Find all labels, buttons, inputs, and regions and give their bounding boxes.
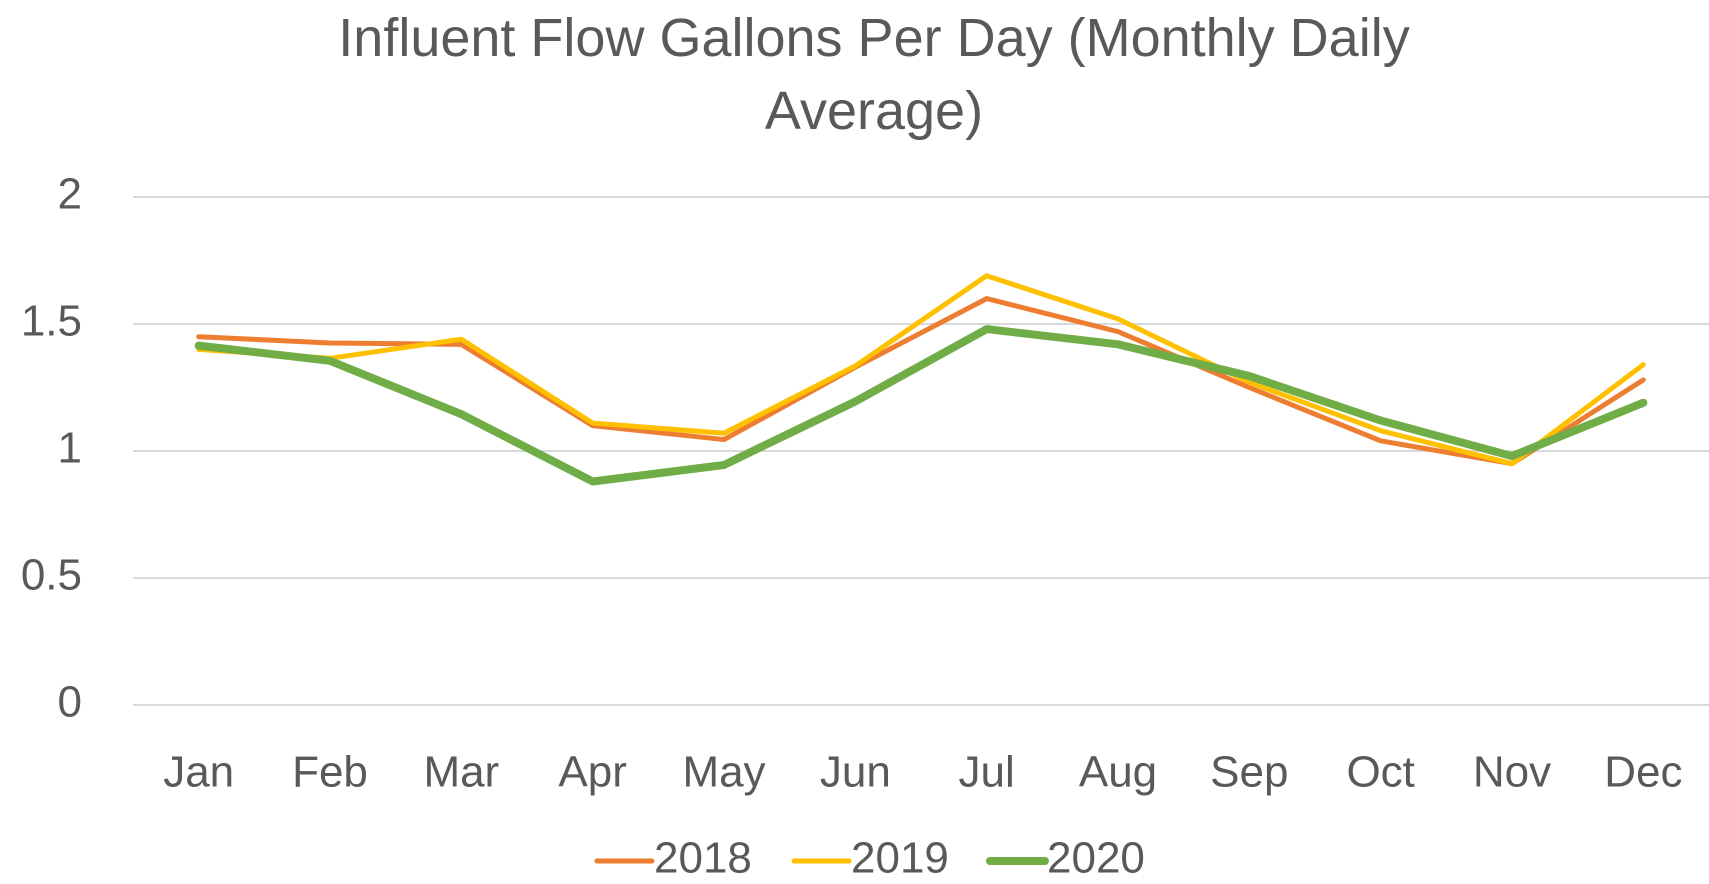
x-tick-label: Apr: [558, 748, 626, 797]
y-tick-label: 0.5: [21, 551, 82, 600]
y-tick-label: 1: [58, 424, 82, 473]
x-tick-label: Feb: [292, 748, 368, 797]
x-tick-label: Jun: [820, 748, 891, 797]
series-line: [194, 325, 1648, 486]
y-tick-label: 1.5: [21, 297, 82, 346]
legend-label: 2018: [654, 834, 752, 883]
x-tick-label: Sep: [1210, 748, 1288, 797]
y-tick-label: 0: [58, 678, 82, 727]
chart-title: Influent Flow Gallons Per Day (Monthly D…: [338, 8, 1410, 141]
y-tick-label: 2: [58, 170, 82, 219]
x-tick-label: Nov: [1473, 748, 1551, 797]
series-line: [196, 273, 1646, 467]
x-tick-label: Dec: [1604, 748, 1682, 797]
legend-label: 2019: [851, 834, 949, 883]
x-tick-label: May: [682, 748, 765, 797]
legend-label: 2020: [1047, 834, 1145, 883]
x-tick-label: Aug: [1079, 748, 1157, 797]
x-tick-label: Oct: [1346, 748, 1414, 797]
x-tick-label: Jan: [163, 748, 234, 797]
x-tick-label: Mar: [423, 748, 499, 797]
x-tick-label: Jul: [959, 748, 1015, 797]
